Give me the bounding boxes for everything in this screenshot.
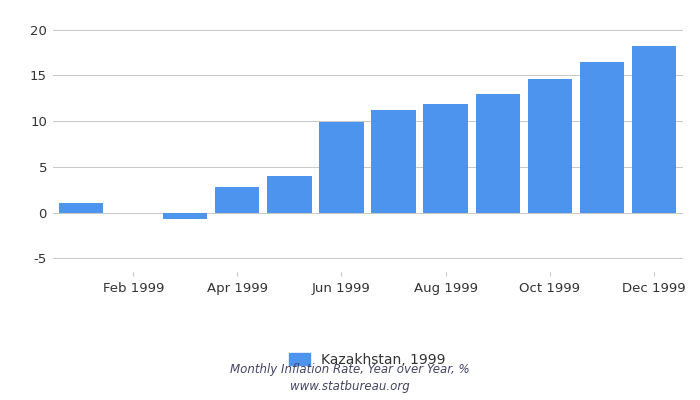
Bar — [267, 176, 312, 212]
Legend: Kazakhstan, 1999: Kazakhstan, 1999 — [284, 348, 452, 372]
Bar — [215, 187, 260, 212]
Bar — [580, 62, 624, 212]
Bar — [424, 104, 468, 212]
Text: Monthly Inflation Rate, Year over Year, %: Monthly Inflation Rate, Year over Year, … — [230, 364, 470, 376]
Text: www.statbureau.org: www.statbureau.org — [290, 380, 410, 393]
Bar — [59, 204, 104, 212]
Bar — [631, 46, 676, 212]
Bar — [372, 110, 416, 212]
Bar — [528, 79, 572, 212]
Bar — [319, 122, 363, 212]
Bar — [163, 212, 207, 219]
Bar — [475, 94, 520, 212]
Bar — [111, 212, 155, 214]
